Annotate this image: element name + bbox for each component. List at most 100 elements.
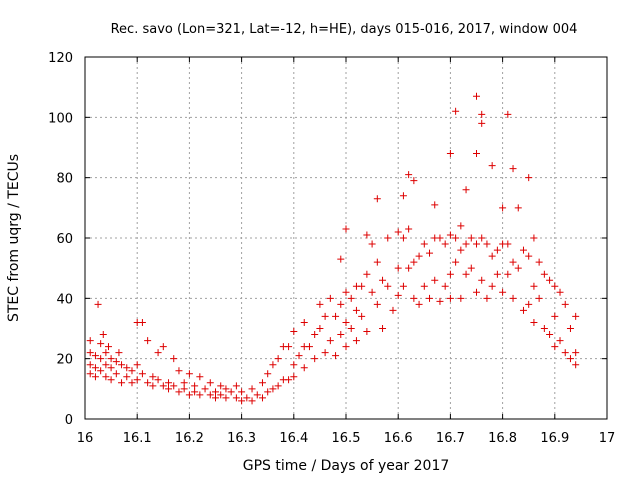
y-axis-label: STEC from uqrg / TECUs	[6, 154, 22, 322]
data-point	[232, 382, 240, 390]
data-point	[504, 240, 512, 248]
x-tick-label: 16.3	[227, 431, 256, 446]
data-point	[540, 325, 548, 332]
data-point	[232, 394, 240, 402]
grid-lines	[85, 57, 607, 419]
data-point	[94, 300, 102, 308]
data-point	[91, 352, 99, 360]
data-point	[175, 367, 183, 375]
data-point	[384, 234, 392, 242]
data-point	[473, 240, 480, 248]
data-point	[410, 177, 418, 185]
data-point	[572, 312, 580, 320]
data-point	[112, 370, 120, 378]
data-point	[373, 258, 381, 266]
data-point	[238, 388, 246, 396]
data-point	[420, 282, 428, 290]
data-point	[91, 373, 99, 381]
data-point	[488, 252, 496, 260]
data-point	[295, 352, 303, 360]
data-point	[285, 343, 293, 351]
data-point	[123, 364, 131, 372]
data-point	[493, 246, 501, 254]
data-point	[446, 270, 454, 278]
data-point	[185, 370, 193, 378]
data-point	[191, 382, 199, 390]
data-point	[321, 312, 329, 320]
x-tick-label: 17	[599, 431, 616, 446]
data-point	[572, 349, 580, 357]
data-point	[217, 391, 225, 399]
data-point	[488, 162, 496, 170]
data-point	[316, 325, 324, 332]
data-point	[352, 306, 360, 314]
data-point	[248, 397, 256, 405]
data-point	[467, 234, 475, 242]
data-point	[102, 349, 110, 357]
y-tick-labels: 0 20 40 60 80 100 120	[48, 51, 73, 428]
x-tick-label: 16.9	[540, 431, 569, 446]
data-point	[483, 240, 491, 248]
data-point	[473, 92, 480, 100]
data-point	[170, 382, 178, 390]
data-point	[133, 361, 141, 369]
data-point	[499, 204, 507, 212]
y-tick-label: 0	[65, 413, 73, 428]
data-point	[258, 379, 266, 387]
data-point	[107, 355, 115, 363]
data-point	[478, 119, 486, 127]
chart-title: Rec. savo (Lon=321, Lat=-12, h=HE), days…	[111, 22, 578, 37]
data-point	[546, 331, 554, 339]
data-point	[165, 385, 173, 393]
data-point	[535, 294, 543, 302]
x-tick-label: 16.4	[279, 431, 308, 446]
data-point	[248, 385, 256, 393]
data-point	[373, 195, 381, 203]
data-point	[415, 252, 423, 260]
data-point	[347, 294, 355, 302]
data-point	[290, 373, 298, 381]
data-point	[426, 294, 434, 302]
data-point	[133, 376, 141, 384]
data-point	[170, 355, 178, 363]
data-point	[415, 300, 423, 308]
data-point	[342, 288, 350, 296]
data-point	[118, 361, 126, 369]
data-point	[499, 288, 507, 296]
data-point	[462, 270, 470, 278]
data-point	[264, 388, 272, 396]
data-point	[363, 270, 371, 278]
y-tick-label: 80	[56, 172, 73, 187]
data-point	[102, 361, 110, 369]
data-point	[300, 364, 308, 372]
data-point	[332, 352, 340, 360]
data-point	[222, 385, 230, 393]
data-point	[363, 231, 371, 239]
data-point	[332, 312, 340, 320]
data-point	[561, 349, 569, 357]
data-point	[405, 225, 413, 233]
data-point	[399, 234, 407, 242]
data-point	[104, 343, 112, 351]
data-point	[405, 264, 413, 272]
data-point	[264, 370, 272, 378]
data-point	[212, 388, 219, 396]
data-point	[138, 318, 146, 326]
data-point	[530, 282, 538, 290]
data-point	[446, 150, 454, 158]
data-point	[102, 373, 110, 381]
data-point	[175, 388, 183, 396]
data-point	[483, 294, 491, 302]
data-point	[530, 234, 538, 242]
data-point	[97, 340, 105, 348]
data-point	[394, 291, 402, 299]
data-point	[530, 318, 538, 326]
data-point	[467, 264, 475, 272]
data-point	[504, 270, 512, 278]
data-point	[514, 204, 522, 212]
data-point	[389, 306, 397, 314]
data-point	[206, 391, 214, 399]
data-point	[191, 388, 199, 396]
data-point	[436, 234, 444, 242]
data-point	[107, 364, 115, 372]
